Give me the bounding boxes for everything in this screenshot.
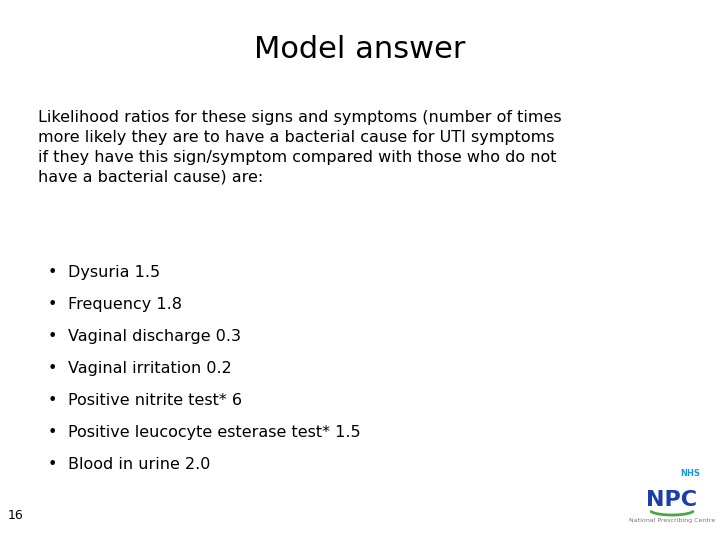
Text: •: • [48, 297, 58, 312]
Text: Dysuria 1.5: Dysuria 1.5 [68, 265, 160, 280]
Text: •: • [48, 457, 58, 472]
Text: NPC: NPC [647, 490, 698, 510]
Text: NHS: NHS [680, 469, 700, 478]
Text: Blood in urine 2.0: Blood in urine 2.0 [68, 457, 210, 472]
Text: •: • [48, 329, 58, 344]
Text: Positive nitrite test* 6: Positive nitrite test* 6 [68, 393, 242, 408]
Text: •: • [48, 361, 58, 376]
Text: National Prescribing Centre: National Prescribing Centre [629, 518, 715, 523]
Text: Frequency 1.8: Frequency 1.8 [68, 297, 182, 312]
Text: Positive leucocyte esterase test* 1.5: Positive leucocyte esterase test* 1.5 [68, 425, 361, 440]
Text: 16: 16 [8, 509, 24, 522]
Text: •: • [48, 393, 58, 408]
Text: •: • [48, 425, 58, 440]
Text: Vaginal irritation 0.2: Vaginal irritation 0.2 [68, 361, 232, 376]
Text: Model answer: Model answer [254, 35, 466, 64]
Text: Likelihood ratios for these signs and symptoms (number of times
more likely they: Likelihood ratios for these signs and sy… [38, 110, 562, 184]
Text: •: • [48, 265, 58, 280]
Text: Vaginal discharge 0.3: Vaginal discharge 0.3 [68, 329, 241, 344]
